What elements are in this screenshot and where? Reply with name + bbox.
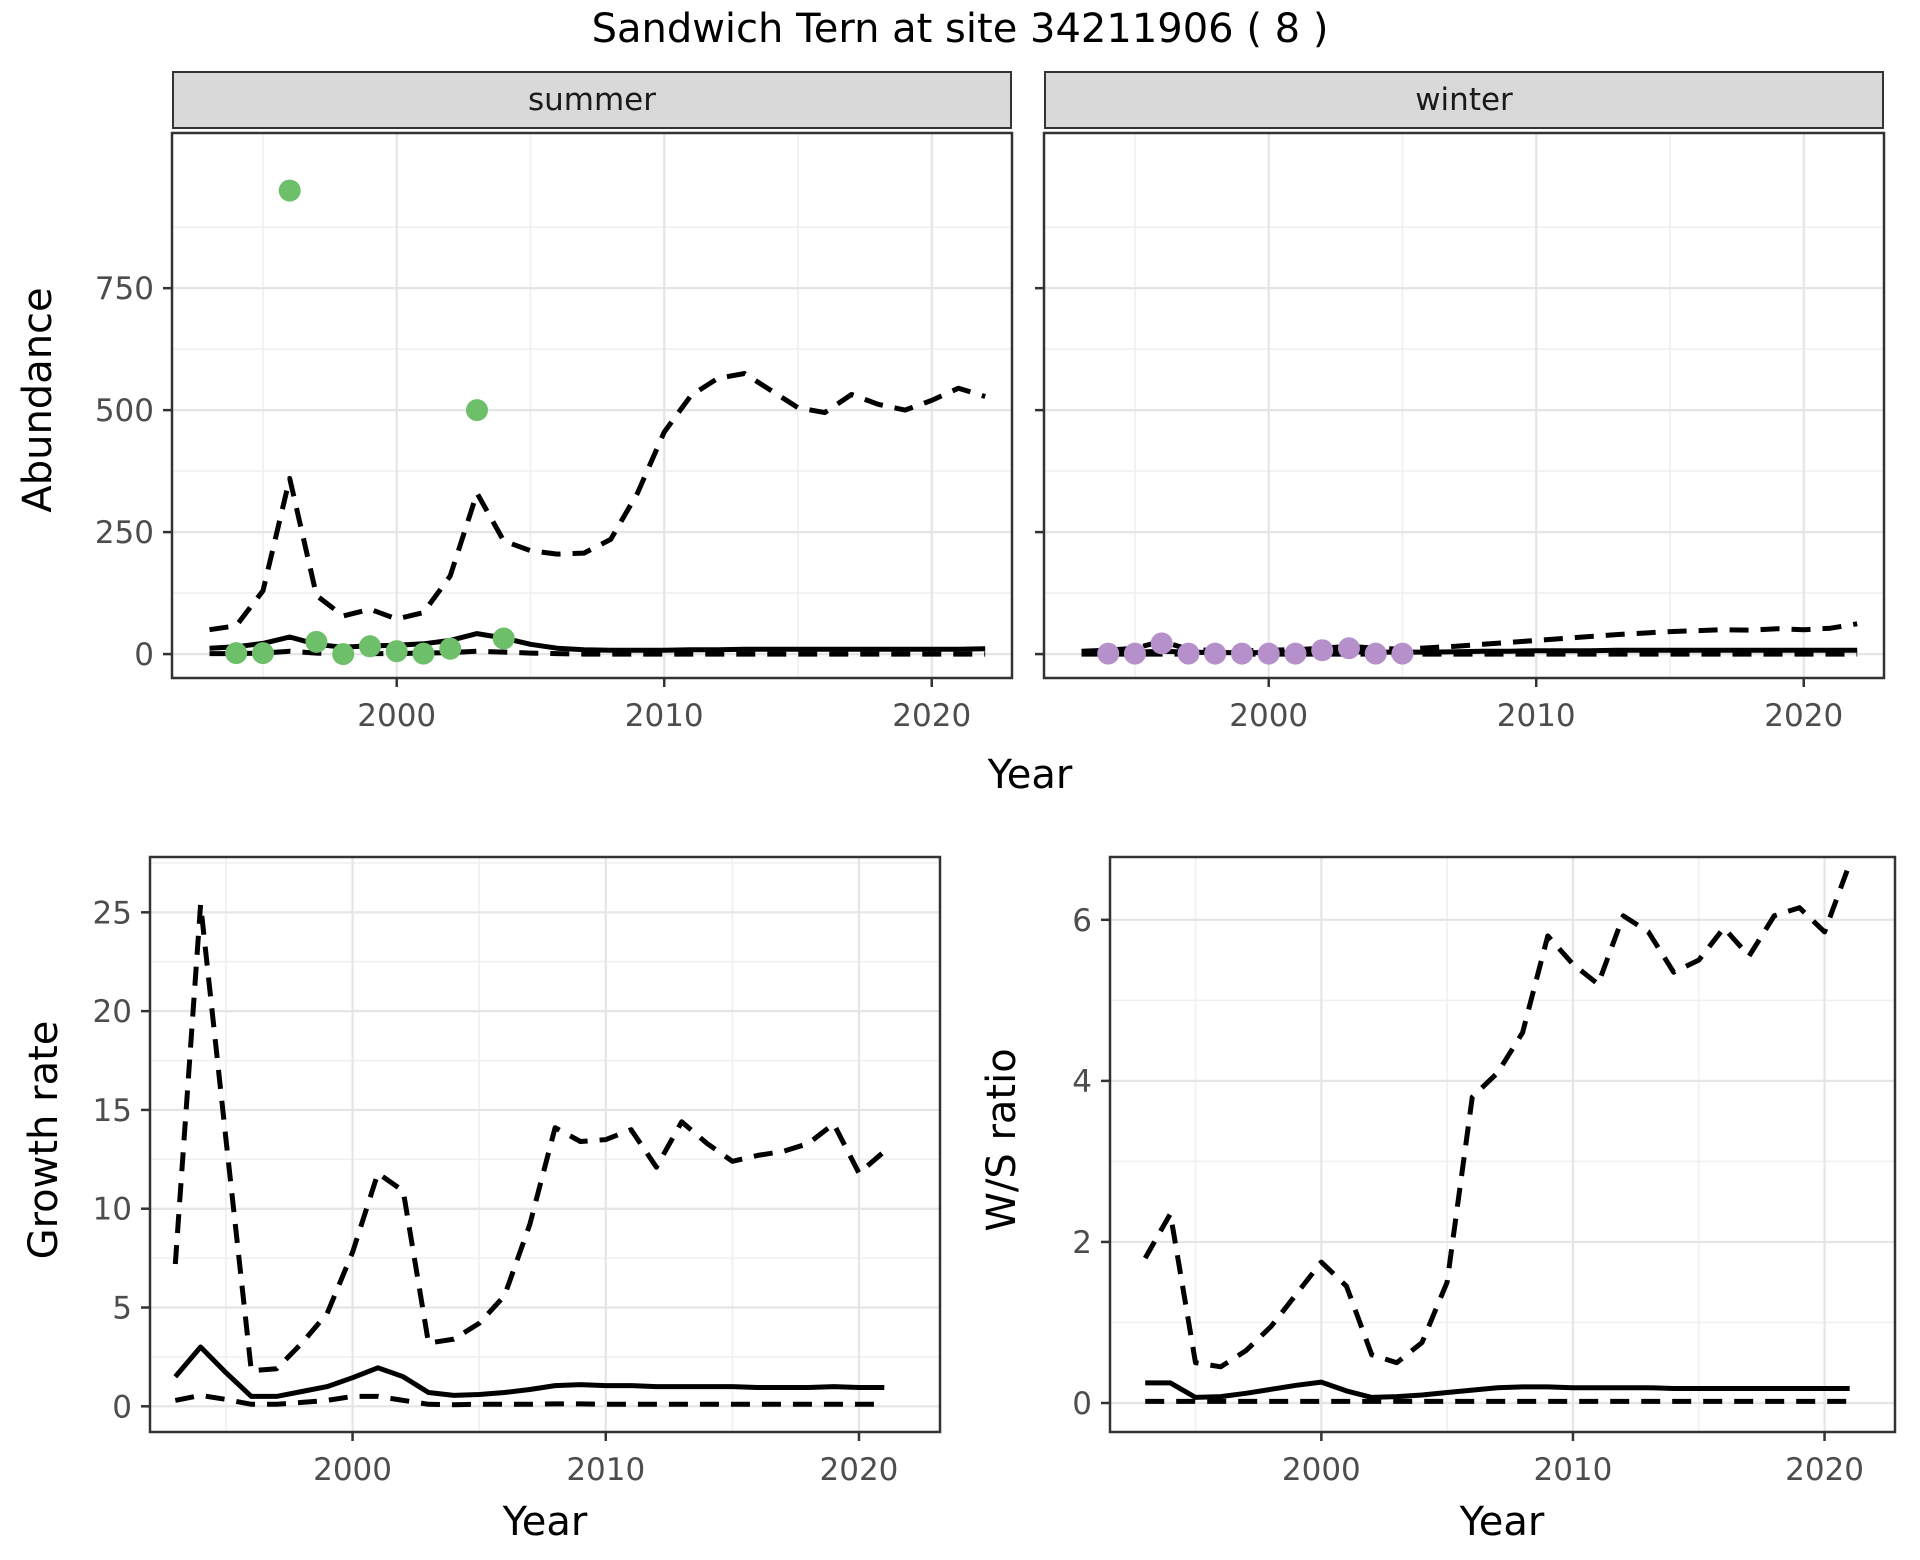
svg-text:10: 10 xyxy=(93,1192,132,1228)
svg-text:2000: 2000 xyxy=(1229,698,1308,734)
svg-text:20: 20 xyxy=(93,994,132,1030)
svg-text:250: 250 xyxy=(95,515,154,551)
svg-text:2010: 2010 xyxy=(566,1452,645,1488)
svg-text:4: 4 xyxy=(1072,1064,1092,1100)
svg-text:2000: 2000 xyxy=(357,698,436,734)
svg-text:750: 750 xyxy=(95,271,154,307)
svg-text:0: 0 xyxy=(1072,1386,1092,1422)
plot-title: Sandwich Tern at site 34211906 ( 8 ) xyxy=(591,6,1329,52)
svg-text:2020: 2020 xyxy=(892,698,971,734)
svg-text:2: 2 xyxy=(1072,1225,1092,1261)
svg-text:2010: 2010 xyxy=(1497,698,1576,734)
facet-strip-summer: summer xyxy=(172,71,1012,129)
svg-text:0: 0 xyxy=(112,1389,132,1425)
svg-text:15: 15 xyxy=(93,1093,132,1129)
bottom-right-year-axis-title: Year xyxy=(1459,1499,1545,1545)
svg-text:6: 6 xyxy=(1072,903,1092,939)
svg-text:2020: 2020 xyxy=(1785,1452,1864,1488)
svg-text:25: 25 xyxy=(93,895,132,931)
svg-text:2000: 2000 xyxy=(313,1452,392,1488)
svg-text:2020: 2020 xyxy=(1764,698,1843,734)
growth-rate-axis-title: Growth rate xyxy=(21,1020,67,1260)
facet-strip-summer-label: summer xyxy=(527,82,656,118)
top-year-axis-title: Year xyxy=(987,752,1073,798)
growth-rate-panel: 2000 2010 2020 0 5 10 15 20 25 xyxy=(93,855,942,1488)
ws-ratio-panel: 2000 2010 2020 0 2 4 6 xyxy=(1072,855,1897,1488)
svg-text:2020: 2020 xyxy=(820,1452,899,1488)
ws-ratio-axis-title: W/S ratio xyxy=(979,1048,1025,1232)
svg-text:2010: 2010 xyxy=(625,698,704,734)
svg-text:2000: 2000 xyxy=(1282,1452,1361,1488)
facet-strip-winter: winter xyxy=(1044,71,1884,129)
svg-text:5: 5 xyxy=(112,1291,132,1327)
svg-text:0: 0 xyxy=(134,637,154,673)
facet-strip-winter-label: winter xyxy=(1415,82,1513,118)
svg-text:500: 500 xyxy=(95,393,154,429)
winter-abundance-panel: 2000 2010 2020 xyxy=(1035,131,1886,734)
summer-abundance-panel: 2000 2010 2020 0 250 500 750 xyxy=(95,131,1014,734)
svg-text:2010: 2010 xyxy=(1533,1452,1612,1488)
bottom-left-year-axis-title: Year xyxy=(502,1499,588,1545)
abundance-axis-title: Abundance xyxy=(15,287,61,513)
